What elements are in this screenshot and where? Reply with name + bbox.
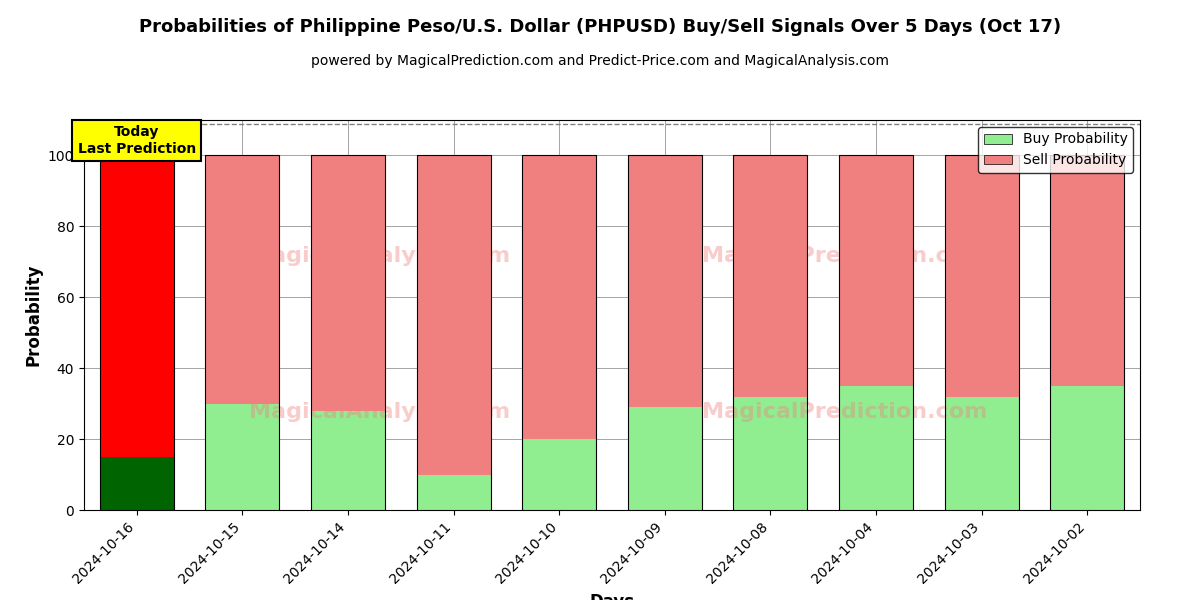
Text: MagicalPrediction.com: MagicalPrediction.com <box>702 247 988 266</box>
Bar <box>628 155 702 407</box>
Bar <box>733 155 808 510</box>
Bar <box>1050 386 1124 510</box>
Bar <box>1050 155 1124 386</box>
Text: Today
Last Prediction: Today Last Prediction <box>78 125 196 155</box>
Bar <box>733 155 808 397</box>
X-axis label: Days: Days <box>589 593 635 600</box>
Bar <box>733 397 808 510</box>
Bar <box>205 155 280 510</box>
Bar <box>311 155 385 411</box>
Bar <box>205 155 280 404</box>
Bar <box>944 155 1019 510</box>
Bar <box>311 155 385 510</box>
Text: powered by MagicalPrediction.com and Predict-Price.com and MagicalAnalysis.com: powered by MagicalPrediction.com and Pre… <box>311 54 889 68</box>
Legend: Buy Probability, Sell Probability: Buy Probability, Sell Probability <box>978 127 1133 173</box>
Bar <box>416 155 491 475</box>
Bar <box>628 407 702 510</box>
Bar <box>839 155 913 386</box>
Bar <box>522 155 596 510</box>
Text: MagicalPrediction.com: MagicalPrediction.com <box>702 403 988 422</box>
Text: MagicalAnalysis.com: MagicalAnalysis.com <box>250 403 510 422</box>
Text: Probabilities of Philippine Peso/U.S. Dollar (PHPUSD) Buy/Sell Signals Over 5 Da: Probabilities of Philippine Peso/U.S. Do… <box>139 18 1061 36</box>
Bar <box>416 155 491 510</box>
Bar <box>522 155 596 439</box>
Bar <box>522 439 596 510</box>
Bar <box>100 155 174 457</box>
Bar <box>100 457 174 510</box>
Bar <box>1050 155 1124 510</box>
Bar <box>100 155 174 510</box>
Bar <box>839 155 913 510</box>
Bar <box>311 411 385 510</box>
Bar <box>205 404 280 510</box>
Bar <box>628 155 702 510</box>
Text: MagicalAnalysis.com: MagicalAnalysis.com <box>250 247 510 266</box>
Bar <box>839 386 913 510</box>
Bar <box>416 475 491 510</box>
Bar <box>944 397 1019 510</box>
Y-axis label: Probability: Probability <box>24 264 42 366</box>
Bar <box>944 155 1019 397</box>
